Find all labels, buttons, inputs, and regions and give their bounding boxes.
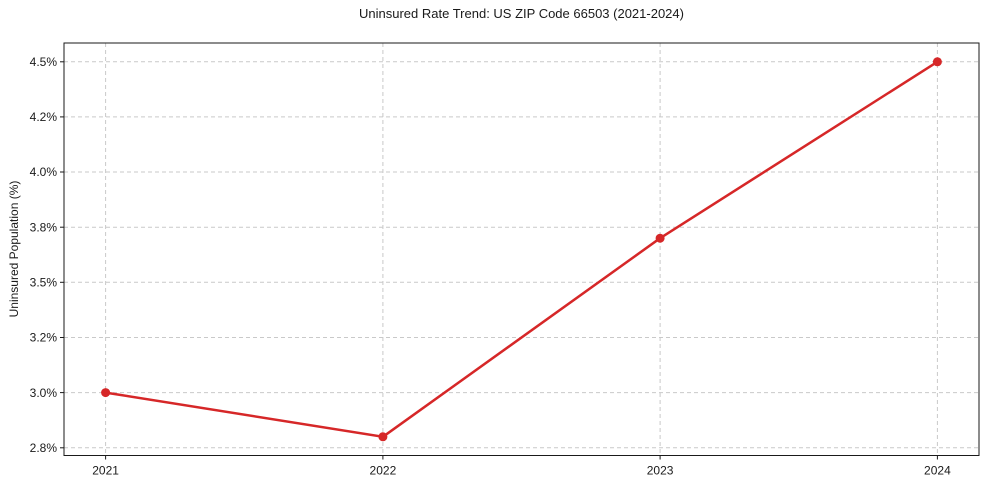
y-tick-label: 3.2%: [30, 331, 58, 345]
x-tick-label: 2024: [924, 464, 951, 478]
y-tick-label: 3.8%: [30, 220, 58, 234]
chart-title: Uninsured Rate Trend: US ZIP Code 66503 …: [359, 6, 684, 21]
x-tick-label: 2023: [647, 464, 674, 478]
y-tick-label: 4.0%: [30, 165, 58, 179]
y-tick-label: 4.2%: [30, 110, 58, 124]
trend-line: [104, 60, 939, 439]
data-point: [655, 233, 665, 243]
data-point: [378, 432, 388, 442]
y-tick-label: 4.5%: [30, 55, 58, 69]
data-point: [101, 388, 111, 398]
data-point: [932, 57, 942, 67]
y-tick-label: 2.8%: [30, 441, 58, 455]
y-tick-label: 3.5%: [30, 276, 58, 290]
x-tick-label: 2022: [370, 464, 397, 478]
x-tick-label: 2021: [92, 464, 119, 478]
plot-border: [63, 42, 980, 456]
y-tick-label: 3.0%: [30, 386, 58, 400]
